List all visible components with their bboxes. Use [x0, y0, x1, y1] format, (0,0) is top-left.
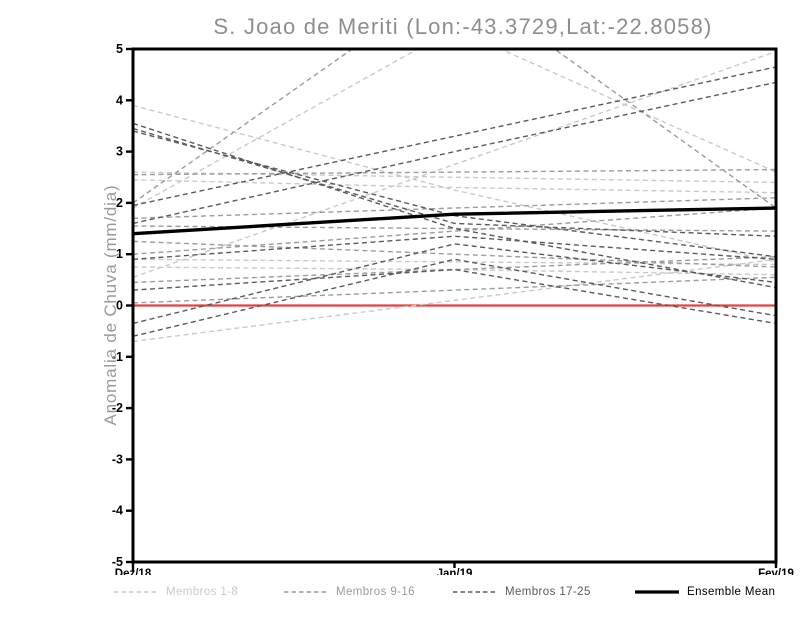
member-line	[133, 130, 776, 258]
x-tick-label: Fev/19	[758, 568, 794, 575]
member-line	[133, 276, 776, 304]
member-line	[133, 179, 776, 194]
member-line	[133, 235, 776, 261]
legend-label-membros-1-8: Membros 1-8	[166, 586, 239, 598]
legend-label-membros-9-16: Membros 9-16	[336, 586, 415, 598]
member-line	[133, 243, 776, 325]
member-line	[133, 207, 776, 255]
y-tick-label: 2	[116, 196, 123, 210]
y-tick-label: 3	[116, 145, 123, 159]
y-tick-label: -3	[112, 452, 123, 466]
member-line	[133, 104, 776, 263]
y-tick-label: -2	[112, 401, 123, 415]
member-line	[133, 49, 776, 209]
y-tick-label: -4	[112, 504, 123, 518]
dashed-line-swatch-icon	[453, 591, 497, 593]
member-line	[133, 49, 776, 209]
legend-item-membros-17-25: Membros 17-25	[452, 583, 591, 601]
y-tick-label: 1	[116, 247, 123, 261]
legend-label-membros-17-25: Membros 17-25	[505, 586, 591, 598]
member-line	[133, 258, 776, 343]
x-tick-label: Dez/18	[115, 568, 152, 575]
member-line	[133, 197, 776, 219]
y-tick-label: 5	[116, 42, 123, 56]
member-line	[133, 50, 776, 278]
y-tick-label: 4	[116, 93, 123, 107]
member-line	[133, 81, 776, 225]
member-line	[133, 66, 776, 207]
legend-item-membros-9-16: Membros 9-16	[283, 583, 415, 601]
solid-line-swatch-icon	[635, 590, 679, 594]
member-line	[133, 240, 776, 268]
member-line	[133, 171, 776, 184]
chart-title: S. Joao de Meriti (Lon:-43.3729,Lat:-22.…	[213, 14, 713, 39]
legend-item-membros-1-8: Membros 1-8	[113, 583, 238, 601]
member-line	[133, 168, 776, 176]
member-line	[133, 268, 776, 325]
member-line	[133, 127, 776, 237]
legend-item-ensemble-mean: Ensemble Mean	[634, 583, 775, 601]
dashed-line-swatch-icon	[114, 591, 158, 593]
x-tick-label: Jan/19	[437, 568, 473, 575]
y-tick-label: -1	[112, 350, 123, 364]
member-line	[133, 225, 776, 232]
dashed-line-swatch-icon	[284, 591, 328, 593]
ensemble-mean-line	[133, 206, 776, 236]
legend: Membros 1-8 Membros 9-16 Membros 17-25 E…	[0, 583, 800, 601]
member-line	[133, 258, 776, 337]
member-line	[133, 122, 776, 289]
member-line	[133, 266, 776, 276]
y-axis-title: Anomalia de Chuva (mm/dia)	[101, 184, 120, 426]
legend-label-ensemble-mean: Ensemble Mean	[687, 586, 776, 598]
y-tick-label: -5	[112, 555, 123, 569]
y-tick-label: 0	[116, 299, 123, 313]
member-line	[133, 258, 776, 266]
member-line	[133, 256, 776, 284]
